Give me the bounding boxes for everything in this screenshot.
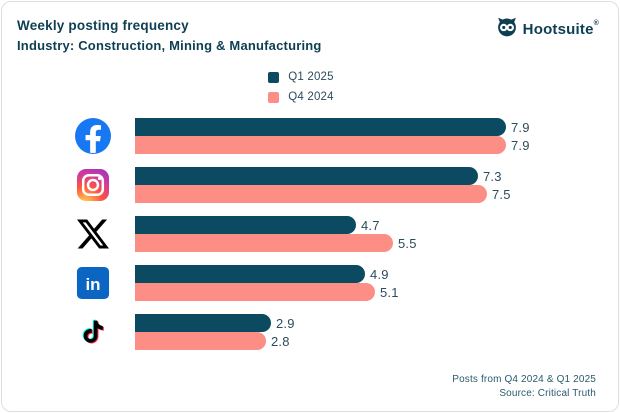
legend-label: Q1 2025 — [288, 71, 334, 83]
bar-line: 4.7 — [135, 216, 417, 234]
legend-swatch — [268, 71, 280, 83]
page-subtitle: Industry: Construction, Mining & Manufac… — [17, 38, 322, 53]
bar-line: 4.9 — [135, 265, 399, 283]
bar-value-label: 2.8 — [271, 333, 290, 349]
tiktok-icon — [75, 314, 111, 350]
x-icon — [75, 216, 111, 252]
bar-line: 7.9 — [135, 118, 530, 136]
bar-line: 5.5 — [135, 234, 417, 252]
bar-line: 7.5 — [135, 185, 511, 203]
legend-item-q4-2024: Q4 2024 — [268, 91, 334, 103]
bar-value-label: 4.7 — [361, 217, 380, 233]
bar-q4-2024 — [135, 185, 487, 203]
bar-value-label: 5.5 — [398, 235, 417, 251]
chart-footer: Posts from Q4 2024 & Q1 2025 Source: Cri… — [452, 373, 596, 400]
bar-line: 7.9 — [135, 136, 530, 154]
legend-label: Q4 2024 — [288, 91, 334, 103]
bar-line: 2.8 — [135, 332, 295, 350]
bar-value-label: 4.9 — [370, 266, 389, 282]
chart-row-x: 4.7 5.5 — [75, 216, 530, 252]
bar-q1-2025 — [135, 118, 506, 136]
chart-row-linkedin: in 4.9 5.1 — [75, 265, 530, 301]
chart-row-facebook: 7.9 7.9 — [75, 118, 530, 154]
hootsuite-wordmark: Hootsuite® — [522, 20, 599, 38]
chart-row-tiktok: 2.9 2.8 — [75, 314, 530, 350]
bar-line: 7.3 — [135, 167, 511, 185]
bar-chart: 7.9 7.9 7.3 7.5 4.7 5.5 in 4.9 5.1 2.9 2.8 — [75, 118, 530, 350]
bar-q1-2025 — [135, 265, 365, 283]
hootsuite-owl-icon — [496, 17, 518, 42]
bar-q1-2025 — [135, 216, 356, 234]
bar-q4-2024 — [135, 283, 375, 301]
hootsuite-logo: Hootsuite® — [496, 17, 599, 42]
legend-item-q1-2025: Q1 2025 — [268, 71, 334, 83]
bar-line: 5.1 — [135, 283, 399, 301]
linkedin-icon: in — [75, 265, 111, 301]
footer-note: Posts from Q4 2024 & Q1 2025 — [452, 374, 596, 385]
facebook-icon — [75, 118, 111, 154]
bar-value-label: 7.9 — [511, 119, 530, 135]
bar-q4-2024 — [135, 136, 506, 154]
svg-text:in: in — [85, 275, 100, 294]
bar-value-label: 7.3 — [483, 168, 502, 184]
page-title: Weekly posting frequency — [17, 18, 189, 33]
bar-value-label: 5.1 — [380, 284, 399, 300]
footer-source: Source: Critical Truth — [499, 387, 596, 399]
registered-mark: ® — [593, 20, 599, 27]
legend: Q1 2025 Q4 2024 — [0, 71, 620, 103]
bar-value-label: 2.9 — [276, 315, 295, 331]
bar-q1-2025 — [135, 167, 478, 185]
bar-line: 2.9 — [135, 314, 295, 332]
bar-q4-2024 — [135, 234, 393, 252]
bar-q1-2025 — [135, 314, 271, 332]
legend-swatch — [268, 91, 280, 103]
bar-q4-2024 — [135, 332, 266, 350]
chart-header: Weekly posting frequency Industry: Const… — [17, 18, 322, 53]
instagram-icon — [75, 167, 111, 203]
bar-value-label: 7.9 — [511, 137, 530, 153]
chart-row-instagram: 7.3 7.5 — [75, 167, 530, 203]
bar-value-label: 7.5 — [492, 186, 511, 202]
